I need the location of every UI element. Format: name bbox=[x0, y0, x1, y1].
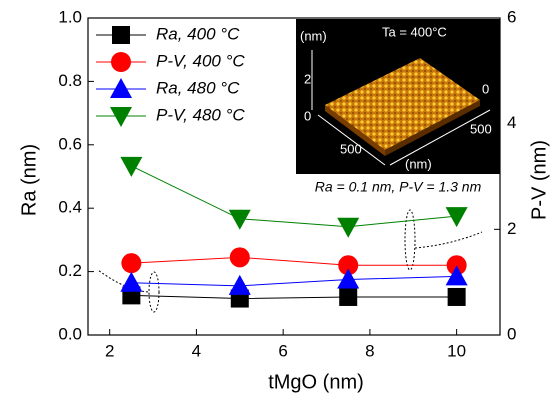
series-line bbox=[131, 257, 456, 265]
y2-axis-label: P-V (nm) bbox=[528, 140, 550, 220]
marker bbox=[121, 253, 141, 273]
inset-label: 2 bbox=[304, 71, 311, 86]
legend-label: Ra, 400 °C bbox=[156, 24, 240, 43]
y2-tick-label: 2 bbox=[507, 219, 516, 238]
legend-label: P-V, 400 °C bbox=[156, 51, 245, 70]
series-line bbox=[131, 295, 456, 298]
inset-label: (nm) bbox=[405, 156, 432, 171]
x-axis-label: tMgO (nm) bbox=[268, 371, 364, 393]
y-tick-label: 0.4 bbox=[58, 198, 82, 217]
x-tick-label: 8 bbox=[365, 341, 374, 360]
marker bbox=[120, 157, 142, 177]
marker bbox=[120, 272, 142, 292]
y2-tick-label: 4 bbox=[507, 113, 516, 132]
x-tick-label: 10 bbox=[447, 341, 466, 360]
marker bbox=[230, 247, 250, 267]
series-line bbox=[131, 276, 456, 286]
legend-label: Ra, 480 °C bbox=[156, 78, 240, 97]
inset-label: 0 bbox=[482, 81, 489, 96]
inset-label: 500 bbox=[470, 121, 492, 136]
marker bbox=[339, 288, 357, 306]
marker bbox=[229, 275, 251, 295]
y2-tick-label: 0 bbox=[507, 324, 516, 343]
y-tick-label: 0.0 bbox=[58, 324, 82, 343]
inset-label: 500 bbox=[340, 141, 362, 156]
chart: (nm) 2 0 Ta = 400°C 500 (nm) 500 0 Ra = … bbox=[0, 0, 556, 396]
x-tick-label: 2 bbox=[105, 341, 114, 360]
inset-label: (nm) bbox=[300, 28, 327, 43]
legend-marker bbox=[111, 52, 131, 72]
x-tick-label: 6 bbox=[278, 341, 287, 360]
inset-label: Ta = 400°C bbox=[382, 24, 447, 39]
series-line bbox=[131, 166, 456, 227]
legend-marker bbox=[110, 107, 132, 127]
y2-tick-label: 6 bbox=[507, 7, 516, 26]
y-axis-label: Ra (nm) bbox=[18, 144, 40, 216]
legend-label: P-V, 480 °C bbox=[156, 105, 245, 124]
legend-marker bbox=[112, 26, 130, 44]
inset-label: 0 bbox=[304, 108, 311, 123]
legend-marker bbox=[110, 78, 132, 98]
marker bbox=[448, 288, 466, 306]
inset-caption: Ra = 0.1 nm, P-V = 1.3 nm bbox=[315, 179, 482, 195]
y-tick-label: 0.6 bbox=[58, 134, 82, 153]
y-tick-label: 0.2 bbox=[58, 261, 82, 280]
x-tick-label: 4 bbox=[192, 341, 201, 360]
marker bbox=[337, 218, 359, 238]
y-tick-label: 0.8 bbox=[58, 71, 82, 90]
y-tick-label: 1.0 bbox=[58, 7, 82, 26]
